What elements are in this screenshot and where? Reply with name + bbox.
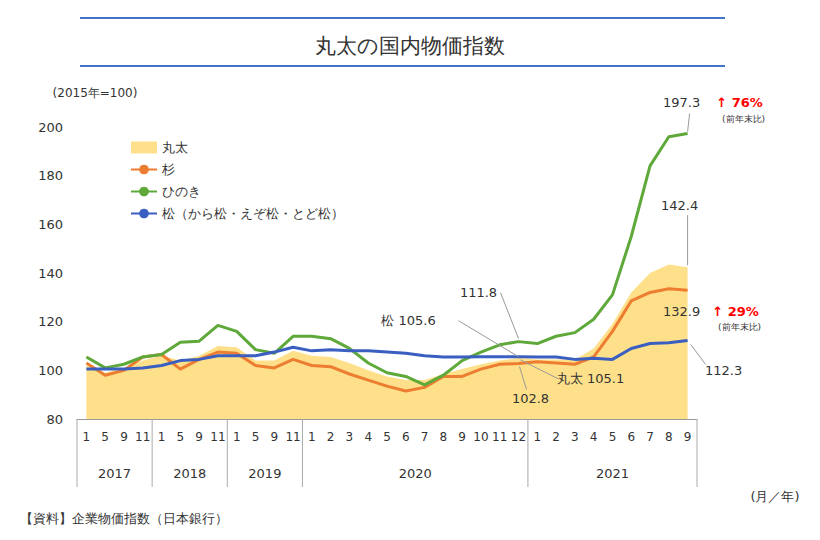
svg-text:3: 3 bbox=[346, 430, 354, 444]
svg-text:8: 8 bbox=[440, 430, 448, 444]
svg-text:100: 100 bbox=[38, 363, 63, 378]
svg-text:丸太: 丸太 bbox=[162, 140, 188, 155]
svg-text:9: 9 bbox=[458, 430, 466, 444]
svg-text:11: 11 bbox=[285, 430, 300, 444]
svg-text:111.8: 111.8 bbox=[460, 285, 497, 300]
svg-text:7: 7 bbox=[421, 430, 429, 444]
svg-text:12: 12 bbox=[511, 430, 526, 444]
svg-text:6: 6 bbox=[627, 430, 635, 444]
svg-text:132.9: 132.9 bbox=[663, 304, 700, 319]
svg-text:102.8: 102.8 bbox=[512, 391, 549, 406]
svg-text:9: 9 bbox=[684, 430, 692, 444]
svg-text:5: 5 bbox=[177, 430, 185, 444]
svg-text:7: 7 bbox=[646, 430, 654, 444]
svg-text:(月／年): (月／年) bbox=[750, 489, 799, 504]
svg-text:200: 200 bbox=[38, 120, 63, 135]
svg-text:↑ 76%: ↑ 76% bbox=[716, 95, 763, 110]
svg-text:5: 5 bbox=[101, 430, 109, 444]
svg-text:2: 2 bbox=[552, 430, 560, 444]
svg-text:9: 9 bbox=[270, 430, 278, 444]
svg-text:2017: 2017 bbox=[98, 466, 131, 481]
svg-text:2020: 2020 bbox=[399, 466, 432, 481]
svg-text:180: 180 bbox=[38, 168, 63, 183]
svg-text:160: 160 bbox=[38, 217, 63, 232]
svg-text:【資料】企業物価指数（日本銀行）: 【資料】企業物価指数（日本銀行） bbox=[20, 511, 228, 526]
svg-text:4: 4 bbox=[590, 430, 598, 444]
svg-text:杉: 杉 bbox=[161, 162, 175, 177]
svg-text:1: 1 bbox=[308, 430, 316, 444]
svg-text:ひのき: ひのき bbox=[162, 184, 201, 199]
svg-text:5: 5 bbox=[383, 430, 391, 444]
svg-text:(2015年=100): (2015年=100) bbox=[53, 86, 138, 100]
svg-text:9: 9 bbox=[120, 430, 128, 444]
svg-text:(前年末比): (前年末比) bbox=[718, 322, 761, 332]
svg-text:11: 11 bbox=[135, 430, 150, 444]
svg-text:3: 3 bbox=[571, 430, 579, 444]
svg-text:112.3: 112.3 bbox=[705, 363, 742, 378]
svg-text:10: 10 bbox=[473, 430, 488, 444]
svg-text:4: 4 bbox=[364, 430, 372, 444]
svg-text:丸太の国内物価指数: 丸太の国内物価指数 bbox=[315, 34, 505, 58]
svg-text:1: 1 bbox=[533, 430, 541, 444]
svg-text:11: 11 bbox=[210, 430, 225, 444]
svg-text:松 105.6: 松 105.6 bbox=[381, 313, 435, 328]
svg-text:120: 120 bbox=[38, 314, 63, 329]
svg-text:2019: 2019 bbox=[248, 466, 281, 481]
svg-text:↑ 29%: ↑ 29% bbox=[712, 304, 759, 319]
svg-text:5: 5 bbox=[252, 430, 260, 444]
svg-text:140: 140 bbox=[38, 266, 63, 281]
svg-text:1: 1 bbox=[158, 430, 166, 444]
svg-text:142.4: 142.4 bbox=[661, 198, 698, 213]
svg-text:2018: 2018 bbox=[173, 466, 206, 481]
svg-text:1: 1 bbox=[233, 430, 241, 444]
svg-text:1: 1 bbox=[83, 430, 91, 444]
svg-text:11: 11 bbox=[492, 430, 507, 444]
svg-text:80: 80 bbox=[46, 412, 63, 427]
svg-text:松（から松・えぞ松・とど松）: 松（から松・えぞ松・とど松） bbox=[162, 206, 344, 221]
svg-text:丸太 105.1: 丸太 105.1 bbox=[557, 371, 624, 386]
svg-text:2: 2 bbox=[327, 430, 335, 444]
svg-text:197.3: 197.3 bbox=[663, 95, 700, 110]
svg-text:9: 9 bbox=[195, 430, 203, 444]
svg-text:5: 5 bbox=[609, 430, 617, 444]
svg-text:6: 6 bbox=[402, 430, 410, 444]
svg-text:8: 8 bbox=[665, 430, 673, 444]
svg-text:2021: 2021 bbox=[596, 466, 629, 481]
svg-text:(前年末比): (前年末比) bbox=[722, 114, 765, 124]
